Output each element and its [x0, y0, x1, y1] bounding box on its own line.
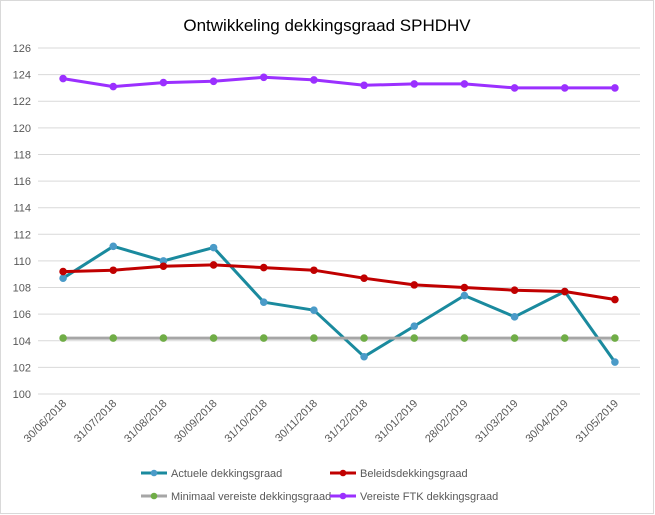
x-tick-label: 30/04/2019	[523, 398, 570, 445]
legend-label: Vereiste FTK dekkingsgraad	[360, 491, 498, 503]
x-tick-label: 31/07/2018	[72, 398, 119, 445]
data-point	[310, 306, 318, 314]
data-point	[159, 262, 168, 271]
data-point	[510, 84, 519, 92]
legend-marker	[150, 469, 158, 477]
x-axis-ticks: 30/06/2018 31/07/2018 31/08/2018 30/09/2018…	[22, 398, 621, 445]
x-tick-label: 30/06/2018	[22, 398, 69, 445]
y-tick-label: 112	[13, 229, 31, 241]
data-point	[611, 84, 619, 92]
data-point	[109, 266, 118, 275]
y-tick-label: 108	[13, 283, 31, 295]
legend-item: Beleidsdekkingsgraad	[330, 468, 468, 480]
legend-marker	[339, 492, 347, 500]
y-tick-label: 106	[13, 309, 31, 321]
y-tick-label: 120	[13, 123, 31, 135]
x-tick-label: 30/11/2018	[273, 398, 320, 445]
x-tick-label: 31/08/2018	[122, 398, 169, 445]
legend-label: Beleidsdekkingsgraad	[360, 468, 468, 480]
y-tick-label: 116	[13, 176, 31, 188]
data-point	[510, 313, 519, 321]
legend-item: Minimaal vereiste dekkingsgraad	[141, 491, 331, 503]
data-point	[360, 352, 368, 361]
y-tick-label: 104	[13, 336, 31, 348]
y-tick-label: 126	[13, 43, 31, 55]
data-point	[460, 334, 469, 342]
data-point	[310, 76, 318, 84]
data-point	[560, 334, 569, 342]
data-point	[310, 334, 318, 342]
data-point	[259, 334, 268, 342]
data-point	[510, 286, 519, 295]
data-point	[611, 334, 619, 342]
data-point	[410, 322, 419, 330]
y-tick-label: 118	[13, 149, 31, 161]
gridlines	[38, 47, 640, 395]
y-tick-label: 102	[13, 362, 31, 374]
data-point	[560, 287, 569, 296]
data-point	[410, 80, 419, 88]
x-tick-label: 31/10/2018	[222, 398, 269, 445]
legend-label: Minimaal vereiste dekkingsgraad	[171, 491, 331, 503]
legend: Actuele dekkingsgraad Beleidsdekkingsgraa…	[141, 468, 498, 503]
x-tick-label: 28/02/2019	[423, 398, 470, 445]
data-point	[460, 291, 469, 300]
legend-item: Vereiste FTK dekkingsgraad	[330, 491, 498, 503]
series-lines	[59, 73, 619, 366]
data-point	[460, 283, 469, 292]
y-tick-label: 122	[13, 96, 31, 108]
x-tick-label: 31/12/2018	[323, 398, 370, 445]
series-line-3	[62, 75, 615, 90]
data-point	[410, 281, 419, 289]
data-point	[59, 274, 67, 283]
legend-marker	[150, 492, 158, 500]
y-axis-ticks: 100 102 104 106 108 110 112 114 116 118 120 122 124 1…	[13, 43, 31, 401]
legend-label: Actuele dekkingsgraad	[171, 468, 282, 480]
data-point	[59, 74, 67, 83]
x-tick-label: 31/01/2019	[373, 398, 420, 445]
data-point	[209, 334, 218, 342]
data-point	[560, 84, 569, 92]
data-point	[410, 334, 419, 342]
data-point	[259, 298, 268, 306]
y-tick-label: 110	[13, 256, 31, 268]
data-point	[510, 334, 519, 342]
y-tick-label: 114	[13, 203, 31, 215]
data-point	[611, 358, 619, 366]
data-point	[209, 261, 218, 269]
x-tick-label: 31/03/2019	[473, 398, 520, 445]
legend-marker	[339, 469, 347, 477]
legend-item: Actuele dekkingsgraad	[141, 468, 282, 480]
series-line-1	[63, 263, 616, 301]
y-tick-label: 100	[13, 389, 31, 401]
data-point	[109, 82, 118, 91]
data-point	[59, 334, 67, 342]
data-point	[59, 267, 67, 276]
y-tick-label: 124	[13, 70, 31, 82]
chart-title: Ontwikkeling dekkingsgraad SPHDHV	[183, 16, 471, 35]
data-point	[159, 334, 168, 342]
data-point	[360, 81, 368, 90]
data-point	[259, 73, 268, 82]
data-point	[109, 242, 118, 251]
x-tick-label: 31/05/2019	[574, 398, 621, 445]
data-point	[360, 274, 368, 283]
data-point	[310, 266, 318, 275]
series-line-0	[62, 244, 617, 363]
data-point	[209, 243, 218, 252]
data-point	[360, 334, 368, 342]
data-point	[460, 80, 469, 88]
data-point	[159, 78, 168, 87]
data-point	[611, 295, 619, 304]
data-point	[109, 334, 118, 342]
data-point	[259, 263, 268, 272]
data-point	[209, 77, 218, 86]
x-tick-label: 30/09/2018	[172, 398, 219, 445]
